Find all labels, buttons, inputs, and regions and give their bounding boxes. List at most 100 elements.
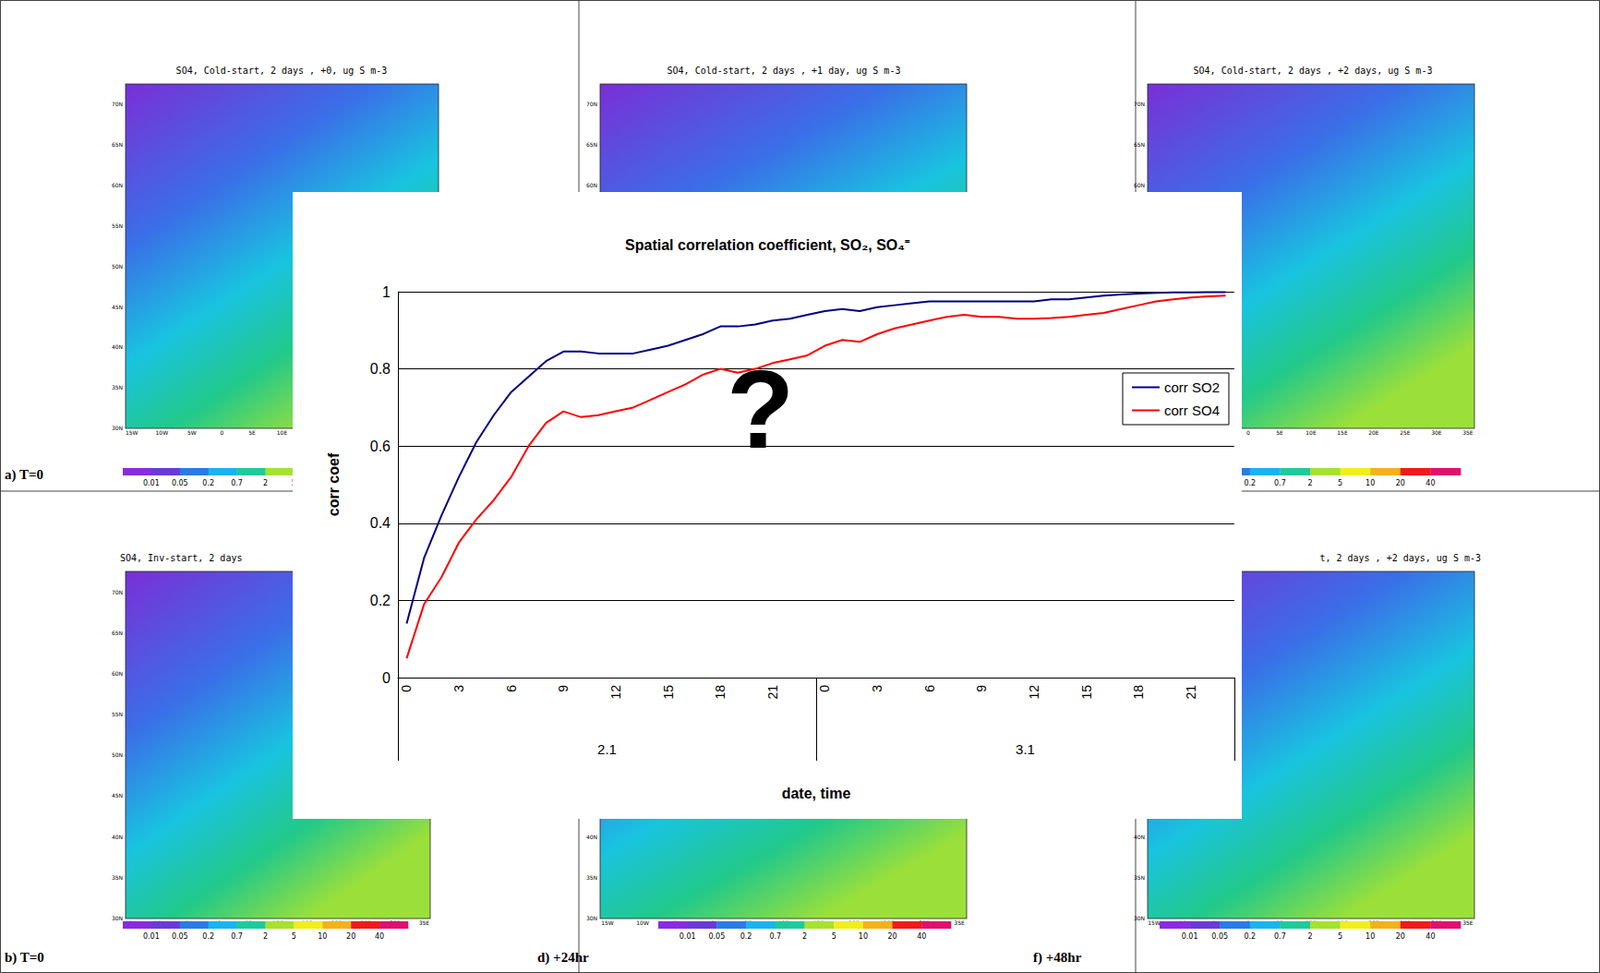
svg-text:2: 2 (802, 932, 807, 941)
svg-text:6: 6 (504, 685, 519, 693)
svg-text:20: 20 (1395, 479, 1406, 488)
svg-text:70N: 70N (586, 100, 598, 108)
svg-text:30N: 30N (111, 914, 123, 922)
svg-text:35N: 35N (586, 874, 598, 881)
svg-text:60N: 60N (1133, 181, 1145, 189)
svg-text:0.01: 0.01 (679, 932, 697, 941)
svg-text:0.05: 0.05 (708, 932, 725, 941)
svg-text:9: 9 (555, 685, 571, 693)
svg-text:35E: 35E (1462, 429, 1474, 436)
svg-text:15W: 15W (1147, 919, 1161, 927)
svg-text:?: ? (726, 347, 794, 471)
svg-text:5W: 5W (187, 429, 197, 436)
svg-text:10: 10 (1365, 932, 1375, 941)
svg-text:10: 10 (317, 932, 327, 941)
svg-text:SO4, Cold-start, 2 days , +1 d: SO4, Cold-start, 2 days , +1 day, ug S m… (667, 65, 902, 76)
svg-text:0: 0 (382, 670, 391, 686)
svg-text:25E: 25E (1399, 429, 1411, 436)
svg-text:70N: 70N (1133, 100, 1145, 108)
svg-text:10E: 10E (1305, 429, 1317, 436)
svg-text:20: 20 (888, 932, 898, 941)
svg-text:65N: 65N (111, 141, 123, 148)
svg-text:35E: 35E (1462, 919, 1474, 927)
svg-text:0.2: 0.2 (370, 592, 391, 609)
svg-text:1: 1 (382, 284, 391, 301)
svg-text:9: 9 (974, 685, 989, 693)
svg-text:0.2: 0.2 (202, 932, 215, 941)
svg-text:SO4, Inv-start, 2 days: SO4, Inv-start, 2 days (120, 553, 242, 564)
svg-text:0.2: 0.2 (202, 479, 215, 488)
svg-text:0.2: 0.2 (740, 932, 753, 941)
svg-text:18: 18 (1130, 685, 1146, 700)
svg-text:18: 18 (712, 685, 728, 700)
svg-text:50N: 50N (111, 263, 123, 270)
svg-text:0: 0 (219, 429, 224, 436)
svg-text:40: 40 (916, 932, 927, 941)
svg-text:20: 20 (346, 932, 356, 941)
svg-text:f) +48hr: f) +48hr (1033, 950, 1083, 966)
svg-text:45N: 45N (111, 792, 123, 799)
svg-text:5E: 5E (248, 429, 256, 436)
svg-text:0.2: 0.2 (1243, 932, 1256, 941)
svg-text:0: 0 (1246, 429, 1251, 436)
svg-text:corr SO2: corr SO2 (1164, 379, 1220, 396)
svg-text:5: 5 (1337, 479, 1343, 488)
svg-text:5: 5 (831, 932, 837, 941)
svg-text:0: 0 (817, 685, 832, 693)
svg-text:0.7: 0.7 (230, 479, 243, 488)
svg-text:10W: 10W (156, 429, 169, 436)
svg-text:60N: 60N (586, 181, 598, 189)
svg-text:15W: 15W (125, 429, 139, 436)
svg-text:15W: 15W (601, 919, 614, 927)
svg-text:35N: 35N (111, 874, 123, 881)
svg-text:0.01: 0.01 (143, 479, 160, 488)
svg-text:SO4, Cold-start, 2 days , +0,: SO4, Cold-start, 2 days , +0, ug S m-3 (176, 65, 388, 76)
svg-text:0.2: 0.2 (1243, 479, 1256, 488)
svg-text:65N: 65N (586, 141, 598, 148)
svg-text:10: 10 (858, 932, 868, 941)
svg-text:30N: 30N (1133, 914, 1145, 922)
svg-text:12: 12 (1026, 685, 1042, 700)
svg-text:35E: 35E (953, 919, 965, 927)
svg-text:0.7: 0.7 (1274, 932, 1287, 941)
svg-text:2: 2 (1307, 932, 1312, 941)
svg-text:50N: 50N (111, 751, 123, 758)
svg-text:0.6: 0.6 (370, 438, 391, 455)
svg-text:0: 0 (398, 685, 414, 693)
svg-text:65N: 65N (1133, 141, 1145, 148)
svg-text:0.4: 0.4 (370, 515, 391, 531)
svg-text:0.05: 0.05 (1211, 932, 1228, 941)
svg-text:0.05: 0.05 (171, 932, 189, 941)
svg-text:3: 3 (869, 685, 885, 693)
svg-text:35E: 35E (419, 919, 431, 927)
svg-text:5: 5 (1337, 932, 1343, 941)
svg-text:40N: 40N (1133, 833, 1145, 841)
svg-text:2: 2 (1307, 479, 1312, 488)
svg-text:corr coef: corr coef (325, 452, 342, 517)
svg-text:5E: 5E (1275, 429, 1284, 436)
svg-text:10: 10 (1365, 479, 1375, 488)
svg-text:0.01: 0.01 (143, 932, 160, 941)
svg-text:21: 21 (1183, 685, 1199, 700)
svg-text:0.7: 0.7 (230, 932, 243, 941)
svg-text:40: 40 (1425, 479, 1435, 488)
svg-text:40N: 40N (111, 833, 123, 841)
svg-text:30N: 30N (586, 914, 598, 922)
svg-text:t, 2 days , +2 days, ug S m-3: t, 2 days , +2 days, ug S m-3 (1319, 553, 1481, 564)
svg-text:2.1: 2.1 (597, 741, 617, 758)
svg-text:60N: 60N (111, 181, 123, 189)
svg-text:40: 40 (374, 932, 385, 941)
svg-text:date, time: date, time (781, 785, 852, 802)
svg-text:15E: 15E (1336, 429, 1348, 436)
svg-text:40N: 40N (586, 833, 598, 841)
svg-text:0.7: 0.7 (1274, 479, 1287, 488)
svg-text:2: 2 (263, 932, 268, 941)
svg-text:0.05: 0.05 (171, 479, 189, 488)
svg-text:d) +24hr: d) +24hr (537, 950, 590, 966)
svg-text:12: 12 (608, 685, 624, 700)
svg-text:10W: 10W (636, 919, 650, 927)
svg-text:55N: 55N (111, 222, 123, 229)
svg-text:a) T=0: a) T=0 (4, 467, 44, 483)
svg-text:35N: 35N (111, 384, 123, 391)
svg-text:0.01: 0.01 (1181, 932, 1199, 941)
